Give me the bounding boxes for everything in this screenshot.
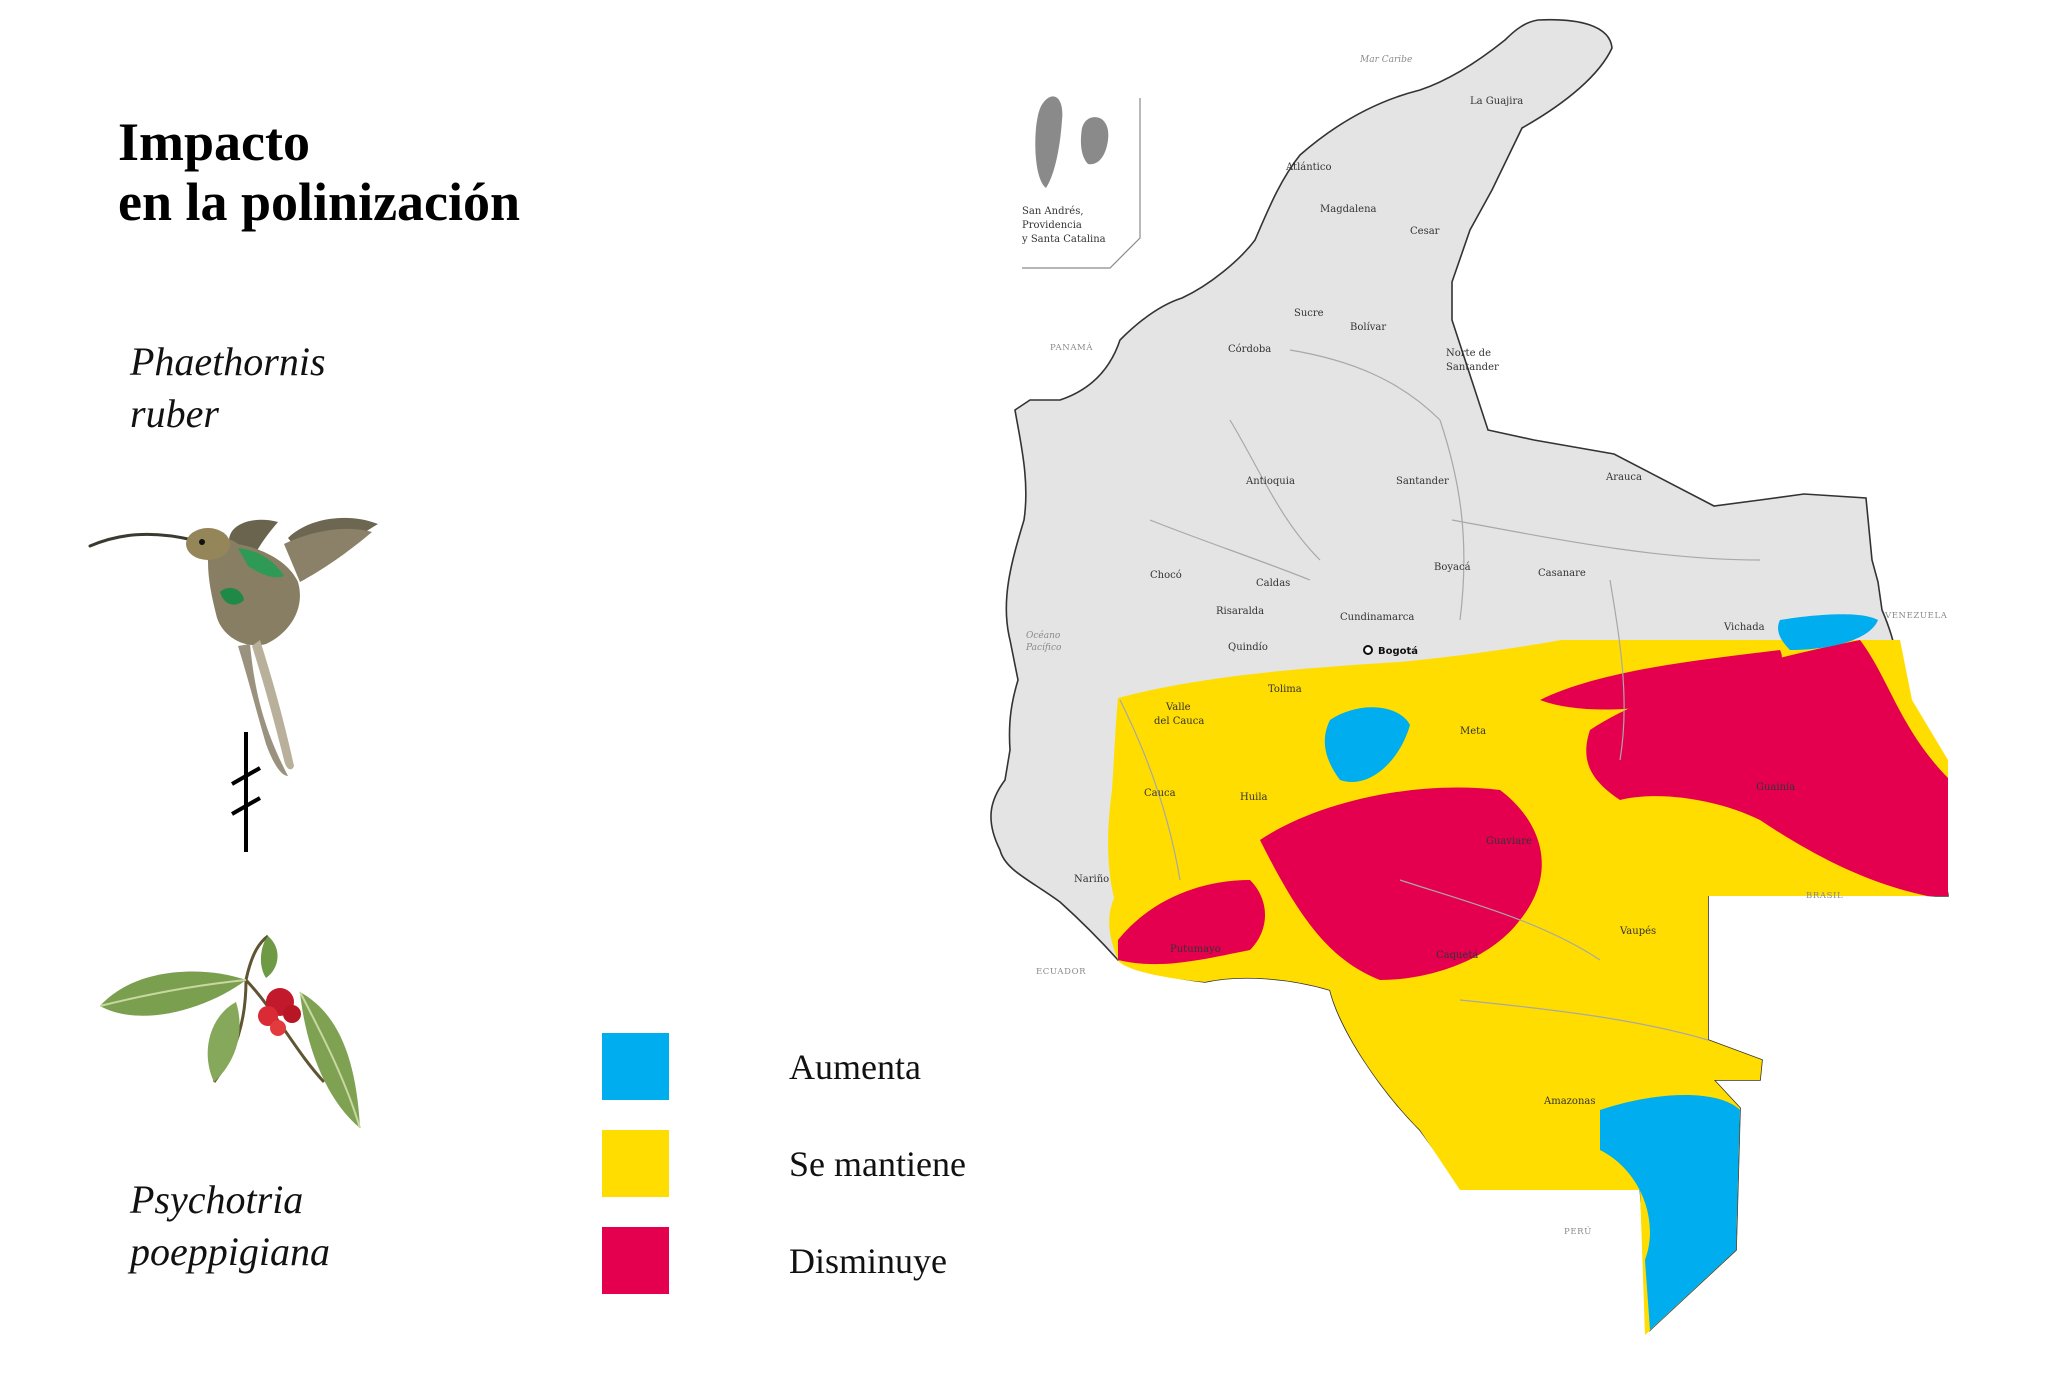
dept-label-norte-santander: Santander: [1446, 362, 1499, 373]
dept-label-narino: Nariño: [1074, 874, 1109, 885]
dept-label-cundinamarca: Cundinamarca: [1340, 612, 1414, 623]
plant-genus: Psychotria: [130, 1177, 304, 1222]
department-borders: [1119, 349, 1761, 1041]
raster-disminuye-central: [1260, 787, 1542, 980]
legend-label-aumenta: Aumenta: [789, 1046, 921, 1087]
inset-frame: [1022, 98, 1141, 269]
dept-label-casanare: Casanare: [1538, 568, 1586, 579]
title-line-1: Impacto: [118, 112, 310, 172]
country-label-brasil: BRASIL: [1806, 891, 1843, 901]
dept-label-antioquia: Antioquia: [1245, 476, 1295, 487]
sea-label-pacific-line-1: Océano: [1026, 630, 1061, 641]
legend: Aumenta Se mantiene Disminuye: [602, 1018, 966, 1309]
legend-item-se-mantiene: Se mantiene: [602, 1115, 966, 1212]
dept-label-huila: Huila: [1240, 792, 1268, 803]
dept-label-vichada: Vichada: [1723, 622, 1765, 633]
pollinator-name: Phaethornis ruber: [130, 336, 326, 440]
dept-label-atlantico: Atlántico: [1285, 162, 1332, 173]
plant-name: Psychotria poeppigiana: [130, 1174, 330, 1278]
dept-label-meta: Meta: [1460, 726, 1486, 737]
hummingbird-icon: [88, 517, 378, 776]
dept-label-caqueta: Caquetá: [1436, 950, 1478, 961]
dept-label-amazonas: Amazonas: [1543, 1096, 1596, 1107]
raster-aumenta-south: [1600, 1095, 1740, 1330]
raster-aumenta-west: [1324, 707, 1410, 782]
dept-label-tolima: Tolima: [1268, 684, 1302, 695]
inset-label-line-3: y Santa Catalina: [1021, 234, 1106, 245]
dept-label-vaupes: Vaupés: [1619, 926, 1656, 937]
dept-label-choco: Chocó: [1150, 570, 1182, 581]
dept-label-caldas: Caldas: [1256, 578, 1290, 589]
dept-label-cesar: Cesar: [1410, 226, 1440, 237]
legend-swatch-aumenta: [602, 1033, 669, 1100]
dept-label-quindio: Quindío: [1228, 642, 1268, 653]
legend-label-se-mantiene: Se mantiene: [789, 1143, 966, 1184]
dept-label-del-cauca: del Cauca: [1154, 716, 1204, 727]
title-line-2: en la polinización: [118, 172, 521, 232]
capital-label-bogota: Bogotá: [1378, 645, 1418, 657]
legend-swatch-se-mantiene: [602, 1130, 669, 1197]
raster-disminuye-west: [1118, 880, 1265, 965]
dept-label-cordoba: Córdoba: [1228, 344, 1271, 355]
dept-label-cauca: Cauca: [1144, 788, 1176, 799]
dept-label-santander: Santander: [1396, 476, 1449, 487]
country-label-venezuela: VENEZUELA: [1884, 611, 1948, 621]
map-labels: Mar Caribe Océano Pacífico PANAMÁ VENEZU…: [1025, 55, 1948, 1237]
country-label-ecuador: ECUADOR: [1036, 967, 1086, 977]
dept-label-norte-de: Norte de: [1446, 348, 1491, 359]
plant-icon: [99, 934, 361, 1129]
inset-label-line-1: San Andrés,: [1022, 206, 1084, 217]
legend-item-aumenta: Aumenta: [602, 1018, 966, 1115]
broken-link-icon: [231, 732, 261, 852]
dept-label-arauca: Arauca: [1605, 472, 1642, 483]
dept-label-magdalena: Magdalena: [1320, 204, 1377, 215]
sea-label-pacific-line-2: Pacífico: [1025, 642, 1062, 653]
raster-disminuye-north: [1540, 650, 1782, 710]
capital-marker-icon: [1363, 645, 1373, 655]
inset-island-san-andres: [1035, 96, 1063, 188]
inset-island-providencia: [1080, 117, 1109, 165]
raster-aumenta-east: [1778, 614, 1878, 650]
legend-label-disminuye: Disminuye: [789, 1240, 947, 1281]
dept-label-guainia: Guainía: [1756, 782, 1795, 793]
raster-disminuye-east: [1586, 640, 1948, 900]
dept-label-sucre: Sucre: [1294, 308, 1324, 319]
pollinator-genus: Phaethornis: [130, 339, 326, 384]
dept-label-la-guajira: La Guajira: [1470, 96, 1523, 107]
page-title: Impacto en la polinización: [118, 112, 520, 232]
pollinator-epithet: ruber: [130, 391, 219, 436]
plant-epithet: poeppigiana: [130, 1229, 330, 1274]
country-label-peru: PERÚ: [1564, 1225, 1592, 1237]
sea-label-caribbean: Mar Caribe: [1359, 55, 1412, 65]
inset-san-andres: San Andrés, Providencia y Santa Catalina: [1021, 96, 1141, 269]
dept-label-putumayo: Putumayo: [1170, 944, 1221, 955]
dept-label-guaviare: Guaviare: [1486, 836, 1532, 847]
inset-label-line-2: Providencia: [1022, 220, 1082, 231]
dept-label-valle: Valle: [1165, 702, 1191, 713]
legend-item-disminuye: Disminuye: [602, 1212, 966, 1309]
dept-label-bolivar: Bolívar: [1350, 322, 1386, 333]
country-label-panama: PANAMÁ: [1050, 341, 1093, 353]
legend-swatch-disminuye: [602, 1227, 669, 1294]
dept-label-risaralda: Risaralda: [1216, 606, 1264, 617]
dept-label-boyaca: Boyacá: [1434, 562, 1471, 573]
impact-raster: [1108, 614, 1948, 1335]
